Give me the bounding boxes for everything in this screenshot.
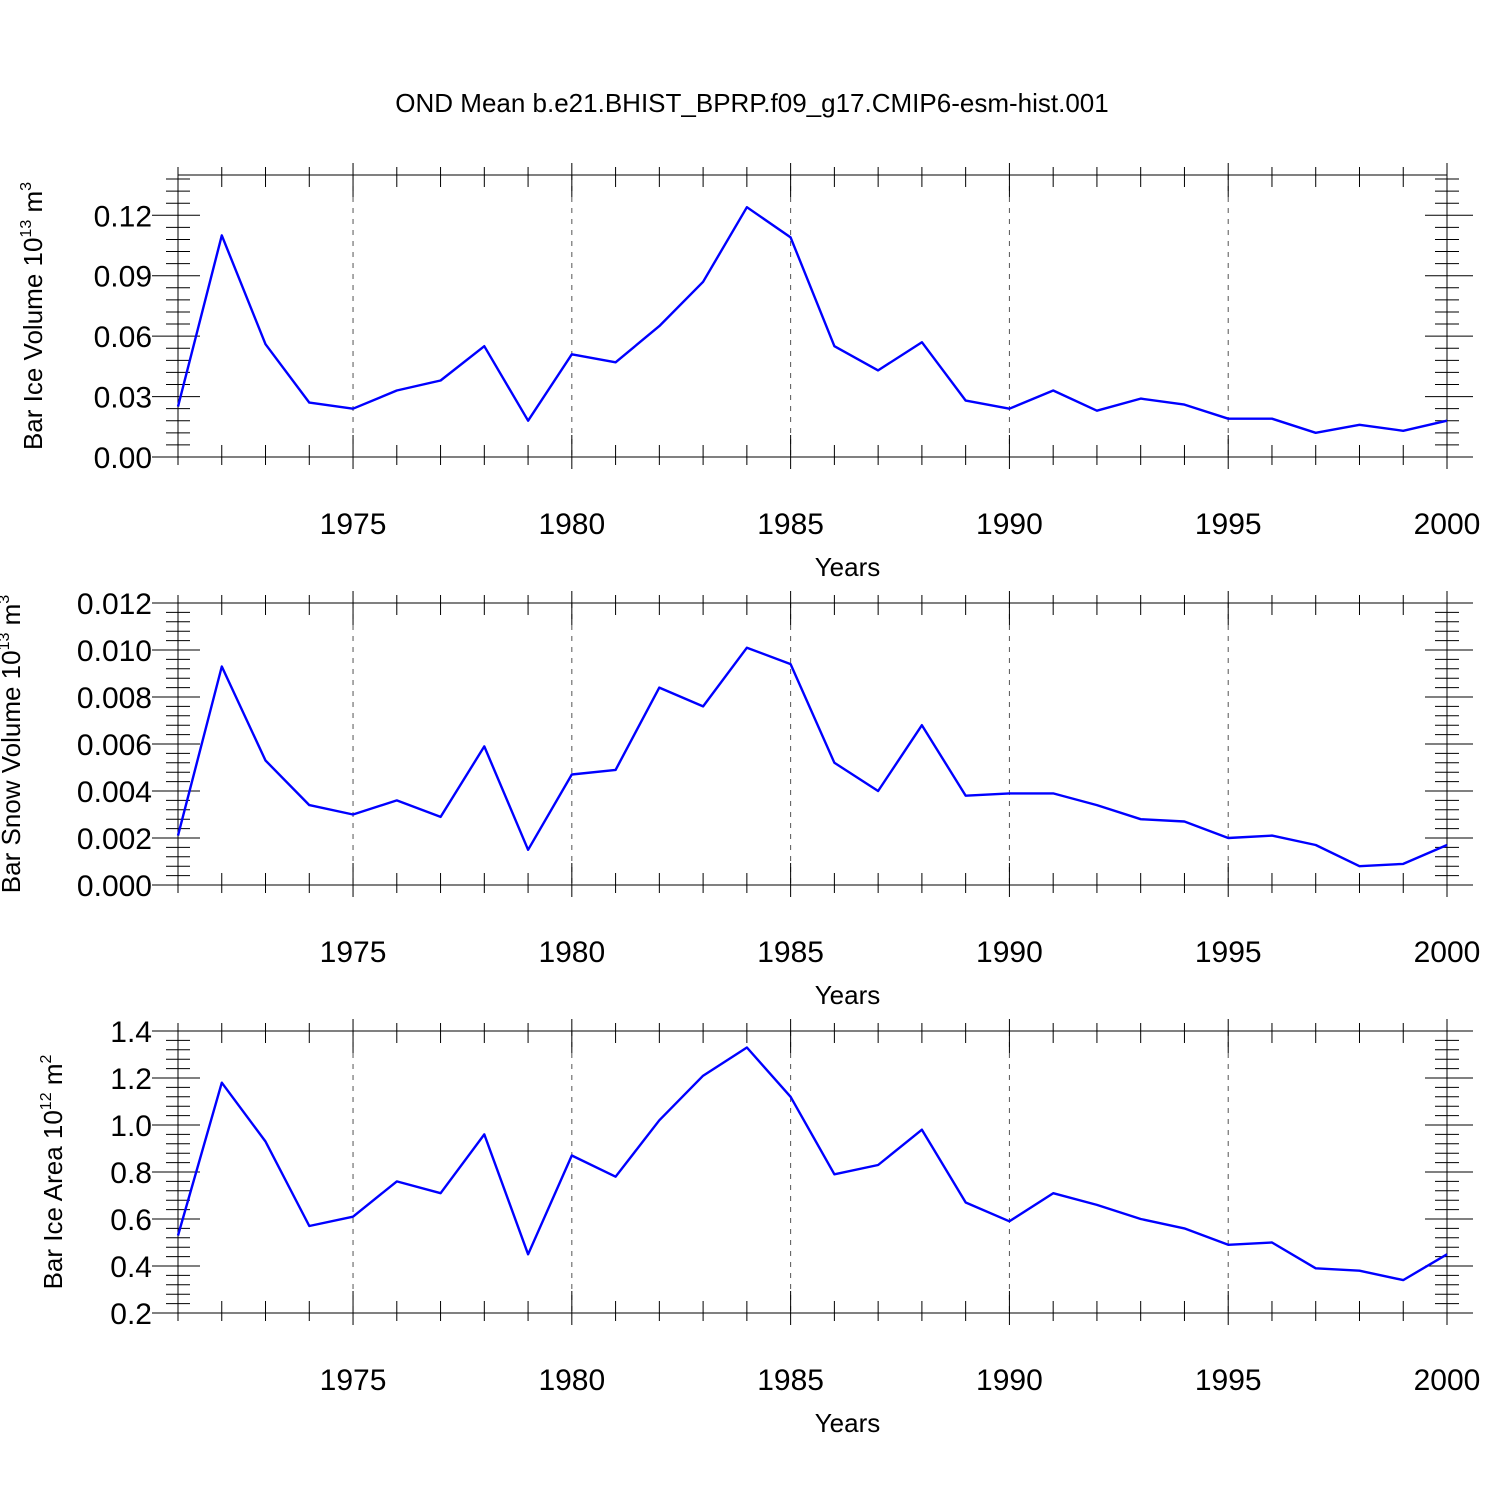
x-tick-label: 2000: [1414, 1364, 1481, 1397]
chart-panel-1: 0.00 0.03 0.06 0.09 0.12 1975 1980 1985 1990 1995…: [18, 163, 1480, 582]
y-tick-label: 0.004: [77, 776, 152, 809]
y-axis-label-superscript: 2: [38, 1054, 55, 1063]
y-tick-label: 0.00: [94, 442, 152, 475]
y-tick-label: 0.03: [94, 382, 152, 415]
x-tick-label: 1995: [1195, 936, 1262, 969]
x-tick-label: 1985: [757, 936, 824, 969]
y-axis-label-superscript: 3: [18, 182, 35, 191]
y-axis-label-text: m: [38, 1063, 68, 1092]
y-tick-label: 0.2: [110, 1298, 152, 1331]
y-tick-label: 0.002: [77, 823, 152, 856]
x-tick-label: 1980: [538, 508, 605, 541]
x-axis-label: Years: [815, 980, 881, 1010]
chart-panel-3: 0.2 0.4 0.6 0.8 1.0 1.2 1.4 1975 1980 1985 1990 199…: [38, 1016, 1480, 1438]
x-tick-label: 2000: [1414, 936, 1481, 969]
y-tick-label: 0.09: [94, 261, 152, 294]
series-line: [176, 1046, 1448, 1282]
x-tick-label: 1985: [757, 508, 824, 541]
plot-frame: [177, 602, 1448, 886]
y-tick-label: 1.0: [110, 1110, 152, 1143]
y-axis-label-text: Bar Ice Area 10: [38, 1110, 68, 1289]
y-tick-label: 0.012: [77, 588, 152, 621]
y-axis-label-text: m: [18, 191, 48, 220]
x-tick-label: 2000: [1414, 508, 1481, 541]
series-line: [176, 205, 1448, 434]
y-axis-label-text: Bar Ice Volume 10: [18, 238, 48, 450]
y-axis-label: Bar Snow Volume 1013 m3: [0, 595, 26, 894]
y-tick-label: 0.6: [110, 1204, 152, 1237]
chart-panel-2: 0.000 0.002 0.004 0.006 0.008 0.010 0.012 1975 1…: [0, 588, 1480, 1010]
x-axis-label: Years: [815, 1408, 881, 1438]
y-axis-label: Bar Ice Area 1012 m2: [38, 1054, 68, 1289]
y-tick-label: 0.010: [77, 635, 152, 668]
y-axis-label: Bar Ice Volume 1013 m3: [18, 182, 48, 450]
plot-frame: [177, 174, 1448, 458]
y-tick-label: 1.2: [110, 1063, 152, 1096]
x-tick-label: 1980: [538, 1364, 605, 1397]
y-axis-label-superscript: 3: [0, 595, 13, 604]
y-tick-label: 0.006: [77, 729, 152, 762]
y-tick-label: 0.06: [94, 321, 152, 354]
plot-frame: [177, 1030, 1448, 1314]
x-tick-label: 1980: [538, 936, 605, 969]
x-tick-label: 1990: [976, 936, 1043, 969]
y-axis-label-text: m: [0, 604, 26, 633]
y-tick-label: 1.4: [110, 1016, 152, 1049]
series-line: [176, 646, 1448, 868]
x-tick-label: 1975: [320, 936, 387, 969]
y-tick-label: 0.4: [110, 1251, 152, 1284]
x-tick-label: 1990: [976, 508, 1043, 541]
y-axis-label-superscript: 13: [0, 632, 13, 650]
x-tick-label: 1995: [1195, 508, 1262, 541]
y-tick-label: 0.008: [77, 682, 152, 715]
x-tick-label: 1995: [1195, 1364, 1262, 1397]
y-axis-label-text: Bar Snow Volume 10: [0, 650, 26, 893]
y-axis-label-superscript: 13: [18, 220, 35, 238]
y-tick-label: 0.12: [94, 200, 152, 233]
y-tick-label: 0.000: [77, 870, 152, 903]
x-tick-label: 1975: [320, 508, 387, 541]
figure-title: OND Mean b.e21.BHIST_BPRP.f09_g17.CMIP6-…: [395, 88, 1108, 118]
x-tick-label: 1990: [976, 1364, 1043, 1397]
x-tick-label: 1985: [757, 1364, 824, 1397]
y-tick-label: 0.8: [110, 1157, 152, 1190]
y-axis-label-superscript: 12: [38, 1092, 55, 1110]
x-tick-label: 1975: [320, 1364, 387, 1397]
x-axis-label: Years: [815, 552, 881, 582]
